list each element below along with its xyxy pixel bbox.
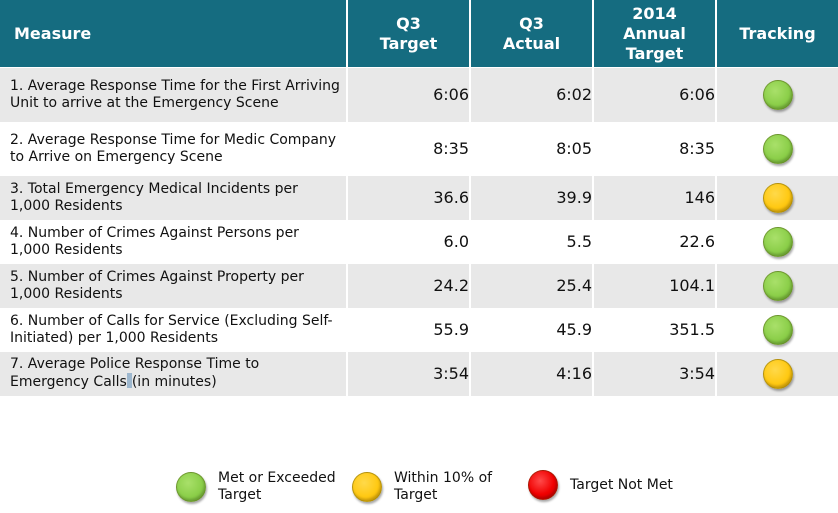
q3-actual-cell: 45.9 bbox=[469, 307, 593, 352]
status-green-icon bbox=[176, 472, 206, 502]
q3-target-cell: 8:35 bbox=[346, 121, 470, 176]
table-row: 2. Average Response Time for Medic Compa… bbox=[0, 121, 838, 176]
table-row: 4. Number of Crimes Against Persons per … bbox=[0, 219, 838, 264]
measure-cell: 3. Total Emergency Medical Incidents per… bbox=[0, 175, 347, 220]
status-green-icon bbox=[762, 226, 793, 257]
header-q3-actual: Q3 Actual bbox=[469, 0, 593, 68]
header-measure: Measure bbox=[0, 0, 347, 68]
status-yellow-icon bbox=[352, 472, 382, 502]
annual-target-cell: 146 bbox=[592, 175, 716, 220]
status-green-icon bbox=[762, 79, 793, 110]
table-row: 5. Number of Crimes Against Property per… bbox=[0, 263, 838, 308]
q3-actual-cell: 39.9 bbox=[469, 175, 593, 220]
q3-actual-cell: 25.4 bbox=[469, 263, 593, 308]
tracking-cell bbox=[715, 67, 838, 122]
legend-item-within-10: Within 10% of Target bbox=[352, 470, 514, 504]
legend-item-met: Met or Exceeded Target bbox=[176, 470, 348, 504]
measure-cell: 5. Number of Crimes Against Property per… bbox=[0, 263, 347, 308]
annual-target-cell: 3:54 bbox=[592, 351, 716, 396]
status-green-icon bbox=[762, 314, 793, 345]
q3-target-cell: 3:54 bbox=[346, 351, 470, 396]
status-green-icon bbox=[762, 133, 793, 164]
tracking-cell bbox=[715, 121, 838, 176]
measure-cell: 4. Number of Crimes Against Persons per … bbox=[0, 219, 347, 264]
status-red-icon bbox=[528, 470, 558, 500]
header-annual-target: 2014 Annual Target bbox=[592, 0, 716, 68]
annual-target-cell: 6:06 bbox=[592, 67, 716, 122]
q3-target-cell: 36.6 bbox=[346, 175, 470, 220]
legend-item-not-met: Target Not Met bbox=[528, 470, 690, 500]
table-row: 6. Number of Calls for Service (Excludin… bbox=[0, 307, 838, 352]
q3-actual-cell: 8:05 bbox=[469, 121, 593, 176]
q3-target-cell: 6:06 bbox=[346, 67, 470, 122]
status-yellow-icon bbox=[762, 182, 793, 213]
status-green-icon bbox=[762, 270, 793, 301]
q3-target-cell: 6.0 bbox=[346, 219, 470, 264]
header-q3-target: Q3 Target bbox=[346, 0, 470, 68]
measure-cell: 6. Number of Calls for Service (Excludin… bbox=[0, 307, 347, 352]
q3-target-cell: 55.9 bbox=[346, 307, 470, 352]
status-legend: Met or Exceeded Target Within 10% of Tar… bbox=[0, 470, 838, 510]
tracking-cell bbox=[715, 175, 838, 220]
q3-actual-cell: 6:02 bbox=[469, 67, 593, 122]
tracking-cell bbox=[715, 263, 838, 308]
annual-target-cell: 22.6 bbox=[592, 219, 716, 264]
header-tracking: Tracking bbox=[715, 0, 838, 68]
q3-actual-cell: 5.5 bbox=[469, 219, 593, 264]
annual-target-cell: 8:35 bbox=[592, 121, 716, 176]
q3-actual-cell: 4:16 bbox=[469, 351, 593, 396]
text-cursor-highlight bbox=[126, 373, 132, 388]
status-yellow-icon bbox=[762, 358, 793, 389]
table-row: 7. Average Police Response Time to Emerg… bbox=[0, 351, 838, 396]
tracking-cell bbox=[715, 351, 838, 396]
measure-cell: 2. Average Response Time for Medic Compa… bbox=[0, 121, 347, 176]
measure-cell: 7. Average Police Response Time to Emerg… bbox=[0, 351, 347, 396]
table-row: 3. Total Emergency Medical Incidents per… bbox=[0, 175, 838, 220]
tracking-cell bbox=[715, 307, 838, 352]
q3-target-cell: 24.2 bbox=[346, 263, 470, 308]
table-row: 1. Average Response Time for the First A… bbox=[0, 67, 838, 122]
performance-scorecard-table: Measure Q3 Target Q3 Actual 2014 Annual Targ… bbox=[0, 0, 838, 396]
tracking-cell bbox=[715, 219, 838, 264]
header-row: Measure Q3 Target Q3 Actual 2014 Annual Targ… bbox=[0, 0, 838, 68]
measure-cell: 1. Average Response Time for the First A… bbox=[0, 67, 347, 122]
annual-target-cell: 104.1 bbox=[592, 263, 716, 308]
annual-target-cell: 351.5 bbox=[592, 307, 716, 352]
